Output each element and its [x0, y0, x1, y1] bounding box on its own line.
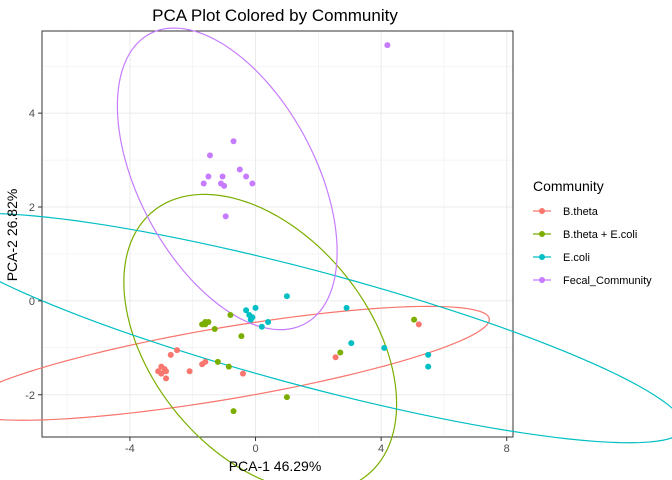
- data-point: [348, 340, 355, 347]
- data-point: [163, 368, 170, 375]
- data-point: [265, 319, 272, 326]
- data-point: [249, 180, 256, 187]
- plot-panel: [41, 30, 514, 438]
- x-tick-label: 4: [378, 443, 384, 455]
- y-tick-label: -2: [25, 390, 35, 402]
- ellipse-e-coli: [0, 213, 672, 444]
- data-point: [283, 293, 290, 300]
- y-tick-label: 4: [29, 108, 35, 120]
- data-point: [230, 408, 237, 415]
- data-point: [332, 354, 339, 361]
- y-tick-label: 0: [29, 296, 35, 308]
- x-axis-title: PCA-1 46.29%: [229, 458, 322, 474]
- data-point: [205, 319, 212, 326]
- data-points: [155, 42, 432, 415]
- ellipse-b-theta-e-coli: [123, 193, 398, 480]
- chart-title: PCA Plot Colored by Community: [152, 6, 398, 25]
- data-point: [230, 138, 237, 145]
- y-axis-title: PCA-2 26.82%: [4, 189, 20, 282]
- legend: Community B.theta B.theta + E.coli E.coli F…: [533, 178, 652, 287]
- data-point: [283, 394, 290, 401]
- data-point: [206, 152, 213, 159]
- data-point: [343, 304, 350, 311]
- data-point: [425, 363, 432, 370]
- x-tick-label: -4: [125, 443, 135, 455]
- legend-label: E.coli: [563, 252, 590, 264]
- x-tick-label: 0: [252, 443, 258, 455]
- data-point: [167, 351, 174, 358]
- x-tick-label: 8: [504, 443, 510, 455]
- data-point: [214, 358, 221, 365]
- panel-background: [42, 31, 513, 437]
- confidence-ellipses: [0, 27, 672, 480]
- data-point: [174, 347, 181, 354]
- data-point: [384, 42, 391, 49]
- legend-key-point: [539, 254, 545, 260]
- ellipse-b-theta: [0, 305, 490, 421]
- data-point: [186, 368, 193, 375]
- data-point: [381, 344, 388, 351]
- data-point: [221, 182, 228, 189]
- data-point: [225, 363, 232, 370]
- legend-key-point: [539, 231, 545, 237]
- data-point: [425, 351, 432, 358]
- data-point: [411, 316, 418, 323]
- x-axis-ticks: -4 0 4 8: [125, 437, 510, 455]
- data-point: [199, 321, 206, 328]
- data-point: [258, 323, 265, 330]
- legend-title: Community: [533, 178, 604, 194]
- data-point: [238, 333, 245, 340]
- data-point: [158, 370, 165, 377]
- data-point: [247, 316, 254, 323]
- legend-key-point: [539, 277, 545, 283]
- data-point: [252, 304, 259, 311]
- data-point: [163, 375, 170, 382]
- data-point: [200, 180, 207, 187]
- panel-border: [41, 30, 514, 438]
- legend-label: B.theta + E.coli: [563, 229, 637, 241]
- legend-label: Fecal_Community: [563, 275, 652, 287]
- y-axis-ticks: -2 0 2 4: [25, 108, 42, 402]
- data-point: [415, 321, 422, 328]
- data-point: [205, 173, 212, 180]
- y-tick-label: 2: [29, 202, 35, 214]
- ellipse-fecal-community: [116, 27, 338, 331]
- data-point: [202, 358, 209, 365]
- legend-key-point: [539, 208, 545, 214]
- data-point: [219, 173, 226, 180]
- data-point: [227, 311, 234, 318]
- data-point: [239, 370, 246, 377]
- legend-label: B.theta: [563, 206, 599, 218]
- data-point: [243, 173, 250, 180]
- data-point: [211, 326, 218, 333]
- data-point: [243, 307, 250, 314]
- data-point: [236, 166, 243, 173]
- data-point: [222, 213, 229, 220]
- data-point: [337, 349, 344, 356]
